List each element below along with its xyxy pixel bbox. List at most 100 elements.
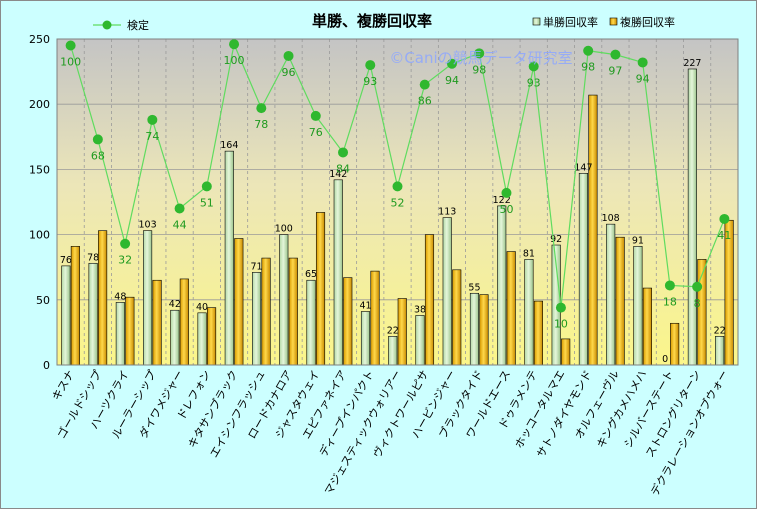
watermark: ©Caniの競馬データ研究室 <box>389 49 572 67</box>
legend-win-swatch <box>532 17 541 26</box>
kentei-marker <box>310 110 321 121</box>
legend-place: 複勝回収率 <box>609 15 675 29</box>
kentei-label: 98 <box>581 61 595 74</box>
y-tick-label: 150 <box>29 163 50 176</box>
bar-place <box>424 234 435 366</box>
kentei-marker <box>92 134 103 145</box>
bar-win <box>88 262 98 366</box>
bar-win <box>469 292 480 366</box>
bar-place <box>506 251 516 366</box>
kentei-label: 94 <box>445 74 459 87</box>
kentei-marker <box>147 114 158 125</box>
category-label: キスナ <box>50 368 78 403</box>
kentei-label: 8 <box>694 297 701 310</box>
bar-win <box>143 230 153 366</box>
bar-place <box>615 236 625 366</box>
kentei-marker <box>637 57 648 68</box>
bar-place <box>724 219 734 366</box>
kentei-marker <box>664 280 675 291</box>
kentei-label: 52 <box>391 196 405 209</box>
bar-win-label: 48 <box>114 291 126 302</box>
bar-win-label: 113 <box>438 207 456 218</box>
bar-place <box>234 238 244 366</box>
bar-win <box>170 309 180 366</box>
y-tick-label: 250 <box>29 33 50 46</box>
bar-win <box>415 315 425 366</box>
bar-win-label: 76 <box>60 255 72 266</box>
bar-win-label: 78 <box>87 252 99 263</box>
bar-win <box>497 205 507 366</box>
kentei-marker <box>528 61 539 72</box>
kentei-marker <box>419 79 430 90</box>
kentei-label: 78 <box>254 118 268 131</box>
bar-win <box>252 272 262 366</box>
legend-kentei-label: 検定 <box>127 18 149 32</box>
kentei-label: 74 <box>145 130 159 143</box>
y-tick-label: 100 <box>29 229 50 242</box>
bar-win-label: 42 <box>169 299 181 310</box>
bar-place <box>70 246 80 366</box>
kentei-marker <box>692 281 703 292</box>
kentei-marker <box>501 187 512 198</box>
bar-place <box>452 269 462 366</box>
kentei-label: 32 <box>118 254 132 267</box>
kentei-marker <box>365 60 376 71</box>
bar-place <box>533 300 544 366</box>
bar-place <box>370 270 380 366</box>
bar-place <box>179 278 189 366</box>
bar-win <box>279 234 289 366</box>
bar-win-label: 108 <box>602 213 620 224</box>
bar-win-label: 71 <box>251 261 263 272</box>
bar-win <box>388 336 398 366</box>
kentei-label: 10 <box>554 318 568 331</box>
bar-win-label: 164 <box>220 140 238 151</box>
kentei-marker <box>120 238 131 249</box>
bar-place <box>261 257 271 366</box>
bar-place <box>479 294 489 366</box>
kentei-marker <box>174 203 185 214</box>
bar-win <box>360 311 371 366</box>
bar-win <box>442 217 452 366</box>
kentei-label: 93 <box>363 75 377 88</box>
bar-win-label: 92 <box>550 234 562 245</box>
kentei-label: 98 <box>472 63 486 76</box>
kentei-label: 100 <box>224 54 245 67</box>
bar-win <box>687 68 697 366</box>
kentei-label: 76 <box>309 126 323 139</box>
bar-win-label: 65 <box>305 269 317 280</box>
chart-title: 単勝、複勝回収率 <box>312 12 432 30</box>
bar-win <box>197 312 207 366</box>
kentei-label: 96 <box>282 66 296 79</box>
legend-place-label: 複勝回収率 <box>620 15 675 29</box>
bar-win <box>333 179 343 366</box>
bar-win-label: 91 <box>632 235 644 246</box>
kentei-marker <box>201 181 212 192</box>
kentei-marker <box>446 58 457 69</box>
kentei-label: 84 <box>336 162 350 175</box>
bar-win <box>524 259 534 366</box>
bar-place <box>98 230 108 366</box>
legend-win-label: 単勝回収率 <box>543 15 598 29</box>
kentei-marker <box>610 49 621 60</box>
bar-place <box>397 298 407 366</box>
bar-place <box>288 257 298 366</box>
kentei-label: 50 <box>499 203 513 216</box>
legend-win: 単勝回収率 <box>532 15 598 29</box>
bar-place <box>125 296 135 366</box>
bar-win <box>606 223 616 366</box>
bar-win-label: 103 <box>139 220 157 231</box>
bar-win-label: 40 <box>196 302 208 313</box>
bar-win-label: 142 <box>329 169 347 180</box>
bar-win-label: 41 <box>359 301 371 312</box>
kentei-label: 44 <box>173 219 187 232</box>
bar-win-label: 55 <box>468 282 480 293</box>
bar-win-label: 227 <box>683 58 701 69</box>
bar-win-label: 38 <box>414 304 426 315</box>
kentei-label: 97 <box>608 65 622 78</box>
kentei-marker <box>338 147 349 158</box>
bar-win-label: 122 <box>493 195 511 206</box>
kentei-marker <box>474 48 485 59</box>
bar-win-label: 22 <box>714 325 726 336</box>
